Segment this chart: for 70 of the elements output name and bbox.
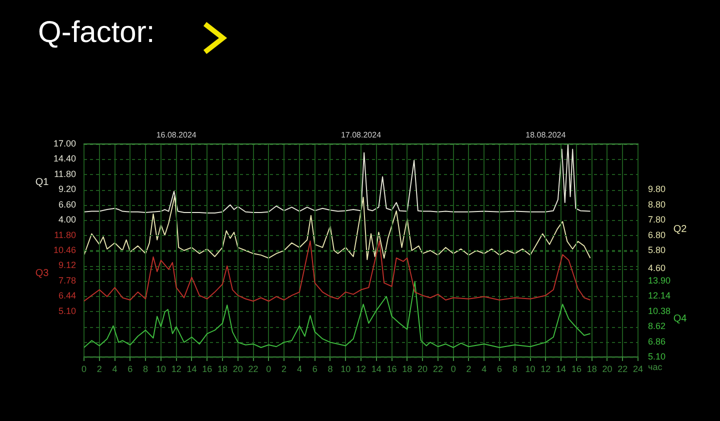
y-tick-label: 9.20 xyxy=(58,184,76,194)
x-tick-label: 10 xyxy=(340,364,351,374)
x-tick-label: 6 xyxy=(496,364,502,374)
x-tick-label: 8 xyxy=(328,364,333,374)
x-tick-label: 8 xyxy=(512,364,518,374)
x-tick-label: 6 xyxy=(312,364,318,374)
y2-tick-label: 5.10 xyxy=(648,351,666,362)
y2-tick-label: 6.80 xyxy=(648,230,666,240)
y2-tick-label: 4.60 xyxy=(648,263,666,274)
y-axis-title: Q3 xyxy=(35,268,50,280)
x-tick-label: 10 xyxy=(525,364,536,374)
y-tick-label: 6.60 xyxy=(58,199,76,210)
x-tick-label: 12 xyxy=(356,364,366,374)
x-tick-label: 12 xyxy=(171,364,182,374)
y-tick-label: 17.00 xyxy=(53,138,76,148)
x-tick-label: 12 xyxy=(540,364,551,374)
x-tick-label: 20 xyxy=(418,364,428,374)
x2-tick-label: 18.08.2024 xyxy=(526,130,566,140)
x-tick-label: 4 xyxy=(296,364,302,374)
y2-tick-label: 10.38 xyxy=(648,306,671,316)
x-tick-label: 14 xyxy=(371,364,382,374)
y-tick-label: 6.44 xyxy=(58,290,76,301)
x-tick-label: 8 xyxy=(143,364,148,374)
y2-axis-title: Q2 xyxy=(673,224,688,235)
x-tick-label: 10 xyxy=(156,364,166,374)
x-tick-label: 16 xyxy=(386,364,397,374)
x-tick-label: 0 xyxy=(266,364,272,374)
y2-axis-title: Q4 xyxy=(673,314,688,325)
x2-tick-label: 16.08.2024 xyxy=(156,130,197,140)
y-tick-label: 7.78 xyxy=(58,275,76,286)
x-tick-label: 16 xyxy=(202,364,212,374)
x-tick-label: 2 xyxy=(96,364,102,374)
x-tick-label: 2 xyxy=(282,364,287,374)
x-tick-label: 2 xyxy=(466,364,472,374)
x-tick-label: 18 xyxy=(217,364,228,374)
y-tick-label: 14.40 xyxy=(53,154,76,164)
x-tick-label: 14 xyxy=(556,364,566,374)
x-tick-label: 14 xyxy=(186,364,197,374)
x-tick-label: 0 xyxy=(450,364,456,374)
y2-tick-label: 8.62 xyxy=(648,321,666,332)
y2-tick-label: 12.14 xyxy=(648,290,671,301)
y2-tick-label: 5.80 xyxy=(648,244,666,255)
y2-tick-label: 9.80 xyxy=(648,184,666,194)
y2-tick-label: 8.80 xyxy=(648,199,666,210)
x-tick-label: 22 xyxy=(432,364,443,374)
y-axis-title: Q1 xyxy=(35,176,50,188)
x-tick-label: 20 xyxy=(232,364,243,374)
x-tick-label: 24 xyxy=(632,364,644,374)
y-tick-label: 5.10 xyxy=(58,306,76,316)
x-axis-title: час xyxy=(648,362,663,372)
x-tick-label: 16 xyxy=(571,364,582,374)
x-tick-label: 4 xyxy=(112,364,118,374)
x-tick-label: 4 xyxy=(482,364,487,374)
x-tick-label: 0 xyxy=(81,364,87,374)
x-tick-label: 20 xyxy=(602,364,612,374)
x-tick-label: 18 xyxy=(586,364,597,374)
y2-tick-label: 6.86 xyxy=(648,336,666,346)
x-tick-label: 6 xyxy=(128,364,133,374)
y-tick-label: 11.80 xyxy=(54,168,76,179)
y-tick-label: 9.12 xyxy=(58,260,76,270)
y-tick-label: 11.80 xyxy=(54,230,76,240)
x-tick-label: 22 xyxy=(248,364,258,374)
y2-tick-label: 7.80 xyxy=(648,214,666,225)
x2-tick-label: 17.08.2024 xyxy=(340,130,382,140)
x-tick-label: 22 xyxy=(618,364,628,374)
chart-title: Q-factor: xyxy=(38,16,155,50)
y2-tick-label: 13.90 xyxy=(648,275,671,286)
x-tick-label: 18 xyxy=(402,364,412,374)
y-tick-label: 4.00 xyxy=(58,214,76,225)
y-tick-label: 10.46 xyxy=(53,244,76,255)
